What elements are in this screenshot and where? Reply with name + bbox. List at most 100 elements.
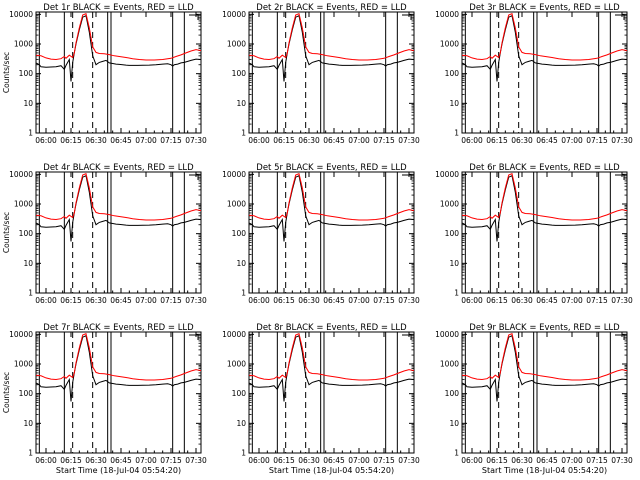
y-tick-label: 10 (236, 99, 246, 108)
x-tick-label: 06:00 (248, 456, 270, 465)
y-tick-label: 100 (445, 229, 460, 238)
y-tick-label: 100 (19, 69, 34, 78)
x-tick-label: 07:00 (348, 296, 370, 305)
x-tick-label: 06:45 (110, 296, 132, 305)
x-tick-label: 07:30 (611, 136, 633, 145)
x-tick-label: 07:00 (135, 136, 157, 145)
chart-title: Det 3r BLACK = Events, RED = LLD (469, 3, 620, 13)
x-axis-label: Start Time (18-Jul-04 05:54:20) (482, 466, 607, 475)
x-tick-label: 06:45 (110, 136, 132, 145)
x-tick-label: 06:45 (536, 456, 558, 465)
x-tick-label: 06:30 (298, 456, 320, 465)
corner-marker (402, 14, 412, 20)
x-tick-label: 07:30 (185, 136, 207, 145)
series-line-events (249, 336, 414, 402)
x-tick-label: 06:15 (273, 136, 295, 145)
x-tick-label: 07:15 (160, 136, 182, 145)
x-tick-label: 06:30 (511, 296, 533, 305)
series-line-lld (249, 174, 414, 220)
x-tick-label: 07:30 (611, 296, 633, 305)
x-tick-label: 07:00 (348, 456, 370, 465)
x-tick-label: 07:30 (398, 456, 420, 465)
series-line-events (462, 336, 627, 402)
y-tick-label: 1 (28, 289, 33, 298)
chart-title: Det 7r BLACK = Events, RED = LLD (43, 323, 194, 333)
series-line-lld (36, 14, 201, 60)
plot-frame (35, 11, 202, 134)
x-tick-label: 06:15 (273, 296, 295, 305)
series-line-lld (249, 334, 414, 380)
x-tick-label: 06:45 (110, 456, 132, 465)
series-line-lld (36, 334, 201, 380)
x-tick-label: 06:45 (536, 296, 558, 305)
y-tick-label: 1 (28, 449, 33, 458)
x-tick-label: 06:00 (461, 136, 483, 145)
plot-frame (461, 11, 628, 134)
y-tick-label: 10000 (222, 10, 246, 19)
y-tick-label: 1 (454, 449, 459, 458)
plot-frame (248, 331, 415, 454)
x-tick-label: 06:00 (35, 296, 57, 305)
chart-title: Det 1r BLACK = Events, RED = LLD (43, 3, 194, 13)
y-tick-label: 100 (19, 389, 34, 398)
series-line-events (462, 176, 627, 242)
x-tick-label: 07:30 (185, 456, 207, 465)
y-axis-label: Counts/sec (2, 212, 11, 253)
y-tick-label: 10 (449, 259, 459, 268)
y-tick-label: 1 (28, 129, 33, 138)
corner-marker (402, 174, 412, 180)
chart-title: Det 2r BLACK = Events, RED = LLD (256, 3, 407, 13)
corner-marker (189, 334, 199, 340)
y-tick-label: 100 (19, 229, 34, 238)
y-tick-label: 10000 (222, 330, 246, 339)
x-tick-label: 06:15 (486, 136, 508, 145)
corner-marker (189, 14, 199, 20)
chart-title: Det 9r BLACK = Events, RED = LLD (469, 323, 620, 333)
y-tick-label: 10000 (222, 170, 246, 179)
series-line-events (36, 336, 201, 402)
series-line-lld (36, 174, 201, 220)
x-tick-label: 06:00 (461, 456, 483, 465)
y-tick-label: 1000 (227, 200, 246, 209)
chart-panel-9: Det 9r BLACK = Events, RED = LLD 06:00 06:… (435, 323, 633, 475)
series-line-lld (462, 174, 627, 220)
x-tick-label: 06:30 (85, 296, 107, 305)
x-tick-label: 07:15 (160, 296, 182, 305)
x-tick-label: 06:45 (536, 136, 558, 145)
chart-title: Det 6r BLACK = Events, RED = LLD (469, 163, 620, 173)
x-tick-label: 06:15 (486, 296, 508, 305)
plot-frame (35, 331, 202, 454)
y-tick-label: 1000 (440, 360, 459, 369)
x-tick-label: 06:30 (511, 456, 533, 465)
x-tick-label: 06:30 (511, 136, 533, 145)
x-tick-label: 06:15 (60, 456, 82, 465)
series-line-lld (462, 334, 627, 380)
series-line-events (36, 16, 201, 82)
series-line-lld (462, 14, 627, 60)
x-tick-label: 07:15 (586, 456, 608, 465)
y-tick-label: 1 (454, 289, 459, 298)
y-tick-label: 10000 (9, 10, 33, 19)
x-tick-label: 06:45 (323, 296, 345, 305)
x-tick-label: 07:15 (373, 456, 395, 465)
plot-frame (248, 171, 415, 294)
y-tick-label: 10000 (9, 330, 33, 339)
y-axis-label: Counts/sec (2, 372, 11, 413)
x-tick-label: 07:00 (348, 136, 370, 145)
y-tick-label: 100 (232, 69, 247, 78)
y-tick-label: 10 (449, 419, 459, 428)
corner-marker (615, 334, 625, 340)
x-tick-label: 06:15 (60, 136, 82, 145)
x-tick-label: 07:30 (611, 456, 633, 465)
y-tick-label: 1 (454, 129, 459, 138)
series-line-events (462, 16, 627, 82)
y-tick-label: 100 (445, 69, 460, 78)
chart-title: Det 5r BLACK = Events, RED = LLD (256, 163, 407, 173)
x-tick-label: 06:00 (35, 136, 57, 145)
